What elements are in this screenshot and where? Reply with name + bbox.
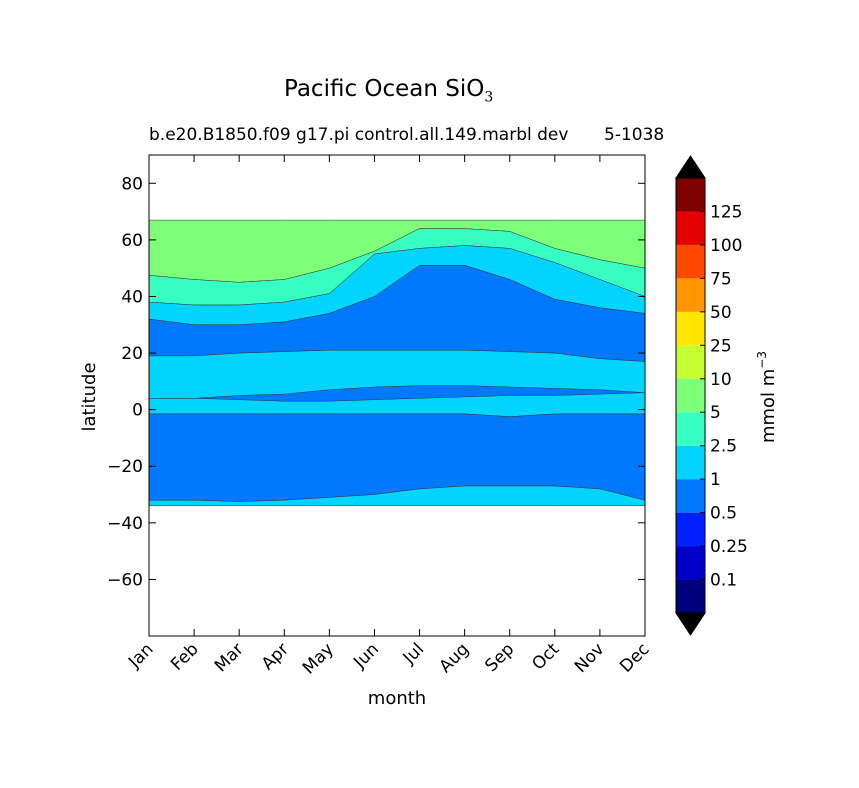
y-axis: 80 60 40 20 0 −20 −40 −60 [107, 174, 645, 590]
colorbar-swatch [676, 546, 705, 580]
colorbar-swatch [676, 211, 705, 245]
chart-subtitle-right: 5-1038 [604, 125, 665, 145]
colorbar-tick-label: 50 [710, 303, 732, 323]
colorbar-tick-label: 100 [710, 236, 742, 256]
colorbar-swatch [676, 311, 705, 346]
chart-title: Pacific Ocean SiO3 [284, 76, 494, 106]
y-tick-label: −40 [107, 514, 143, 534]
contour-fills [148, 219, 646, 507]
x-tick-label: Dec [616, 639, 653, 676]
colorbar-tick-label: 75 [710, 269, 732, 289]
colorbar-swatch [676, 244, 705, 279]
colorbar-tick-label: 1 [710, 470, 721, 490]
y-tick-label: 80 [121, 174, 143, 194]
colorbar-tick-label: 10 [710, 370, 732, 390]
colorbar: 0.1 0.25 0.5 1 2.5 5 10 25 50 75 100 125 [675, 155, 748, 636]
colorbar-swatch [676, 479, 705, 513]
x-axis-label: month [368, 688, 426, 709]
x-tick-label: May [299, 639, 338, 678]
colorbar-tick-label: 0.1 [710, 571, 737, 591]
x-tick-label: Feb [167, 639, 202, 674]
chart-subtitle: b.e20.B1850.f09 g17.pi control.all.149.m… [149, 125, 569, 145]
colorbar-label: mmol m−3 [755, 351, 779, 443]
colorbar-swatch [676, 445, 705, 480]
colorbar-tick-label: 25 [710, 336, 732, 356]
contour-band-4 [148, 349, 646, 417]
colorbar-swatch [676, 512, 705, 547]
colorbar-extend-max [675, 155, 706, 179]
colorbar-extend-min [675, 612, 706, 636]
y-tick-label: 20 [121, 344, 143, 364]
plot-frame [148, 154, 646, 637]
colorbar-frame [675, 177, 706, 614]
x-tick-label: Nov [571, 639, 609, 677]
y-tick-label: −20 [107, 457, 143, 477]
y-tick-label: 60 [121, 231, 143, 251]
x-tick-label: Sep [481, 639, 518, 676]
x-tick-label: Mar [211, 639, 248, 676]
y-tick-label: −60 [107, 570, 143, 590]
x-tick-label: Jan [124, 639, 157, 672]
x-tick-label: Jul [399, 639, 428, 668]
colorbar-swatch [676, 345, 705, 379]
colorbar-tick-label: 5 [710, 403, 721, 423]
colorbar-swatch [676, 178, 705, 212]
y-tick-label: 0 [132, 401, 143, 421]
x-tick-label: Aug [436, 639, 474, 677]
colorbar-swatch [676, 412, 705, 446]
colorbar-swatch [676, 378, 705, 413]
y-tick-label: 40 [121, 287, 143, 307]
colorbar-tick-label: 125 [710, 202, 742, 222]
x-tick-label: Apr [258, 639, 293, 674]
colorbar-tick-label: 0.25 [710, 537, 748, 557]
x-tick-label: Jun [349, 639, 383, 673]
colorbar-tick-label: 2.5 [710, 437, 737, 457]
x-tick-label: Oct [528, 639, 563, 674]
y-axis-label: latitude [79, 362, 100, 431]
colorbar-swatch [676, 278, 705, 312]
colorbar-tick-label: 0.5 [710, 504, 737, 524]
colorbar-swatch [676, 579, 705, 613]
